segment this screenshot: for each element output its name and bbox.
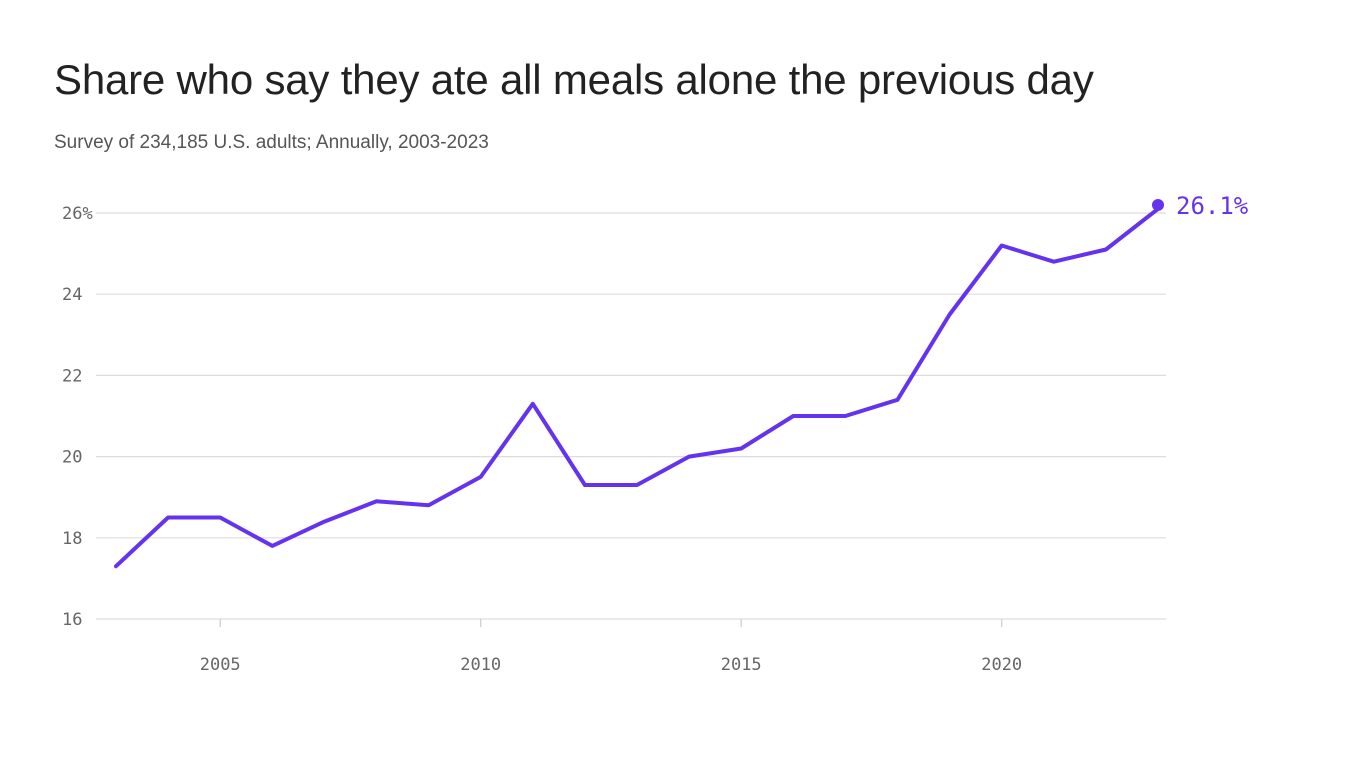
x-axis: 2005 2010 2015 2020 — [200, 619, 1022, 675]
y-tick-label: 18 — [62, 529, 82, 549]
gridlines — [96, 212, 1166, 620]
end-value-label: 26.1% — [1176, 192, 1249, 220]
y-tick-label: 26% — [62, 204, 93, 224]
y-tick-label: 20 — [62, 448, 82, 468]
y-tick-label: 22 — [62, 366, 82, 386]
x-tick-label: 2015 — [721, 655, 762, 675]
y-tick-label: 16 — [62, 610, 82, 630]
series-line — [114, 206, 1160, 569]
series-layer: 26.1% — [114, 192, 1249, 569]
chart-subtitle: Survey of 234,185 U.S. adults; Annually,… — [54, 132, 489, 153]
chart-title: Share who say they ate all meals alone t… — [54, 56, 1094, 103]
x-tick-label: 2005 — [200, 655, 241, 675]
y-axis: 16 18 20 22 24 26% — [62, 204, 93, 630]
x-tick-label: 2020 — [981, 655, 1022, 675]
end-point-marker — [1152, 198, 1164, 211]
y-tick-label: 24 — [62, 285, 82, 305]
x-tick-label: 2010 — [460, 655, 501, 675]
